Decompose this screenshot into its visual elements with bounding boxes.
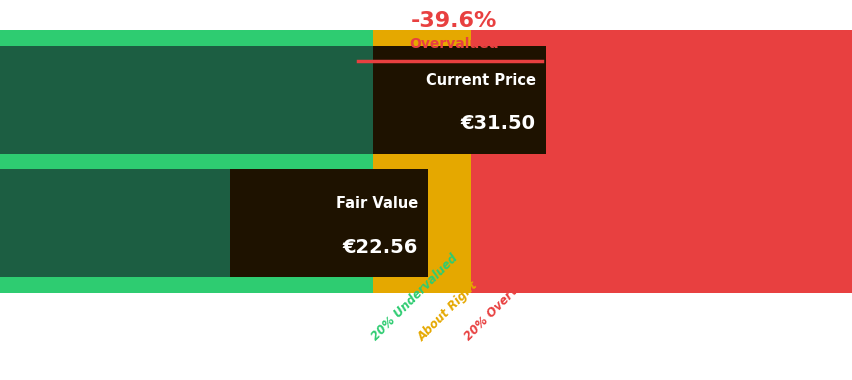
Text: 20% Overvalued: 20% Overvalued <box>462 258 547 344</box>
Bar <box>0 169 852 277</box>
Text: €31.50: €31.50 <box>460 114 535 133</box>
Bar <box>470 46 852 154</box>
Bar <box>0 30 852 46</box>
Bar <box>372 46 545 154</box>
Bar <box>372 154 470 169</box>
Bar <box>372 169 470 277</box>
Bar <box>470 154 852 169</box>
Bar <box>0 154 852 169</box>
Text: Current Price: Current Price <box>425 73 535 88</box>
Bar <box>0 277 852 293</box>
Text: 20% Undervalued: 20% Undervalued <box>368 252 459 344</box>
Bar <box>372 277 470 293</box>
Text: €22.56: €22.56 <box>343 238 417 256</box>
Bar <box>230 169 428 277</box>
Bar <box>372 30 470 46</box>
Text: Overvalued: Overvalued <box>408 37 498 51</box>
Text: Fair Value: Fair Value <box>336 196 417 211</box>
Text: -39.6%: -39.6% <box>410 11 497 31</box>
Text: About Right: About Right <box>415 279 480 344</box>
Bar <box>372 46 470 154</box>
Bar <box>0 46 852 154</box>
Bar <box>470 169 852 277</box>
Bar <box>470 277 852 293</box>
Bar <box>470 30 852 46</box>
